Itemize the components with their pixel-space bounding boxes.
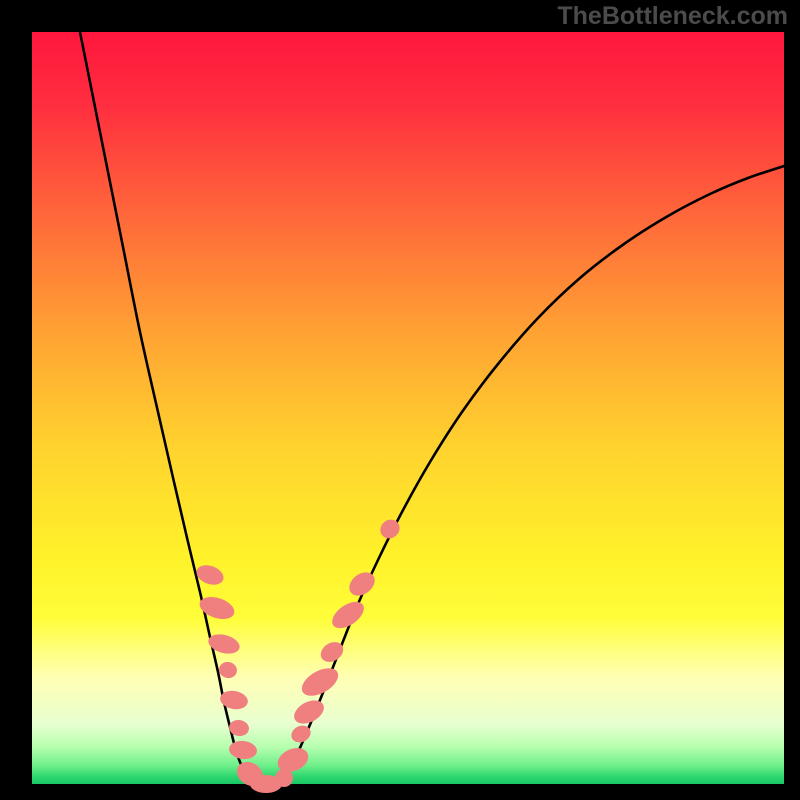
curve-marker [197, 593, 237, 623]
curve-marker [206, 631, 242, 657]
curve-marker [290, 696, 328, 729]
watermark-text: TheBottleneck.com [557, 2, 788, 31]
plot-area [32, 32, 784, 784]
curve-layer [32, 32, 784, 784]
curve-marker [218, 660, 239, 679]
bottleneck-curve [80, 32, 784, 785]
stage: TheBottleneck.com [0, 0, 800, 800]
marker-group [194, 516, 404, 793]
curve-marker [297, 662, 343, 701]
